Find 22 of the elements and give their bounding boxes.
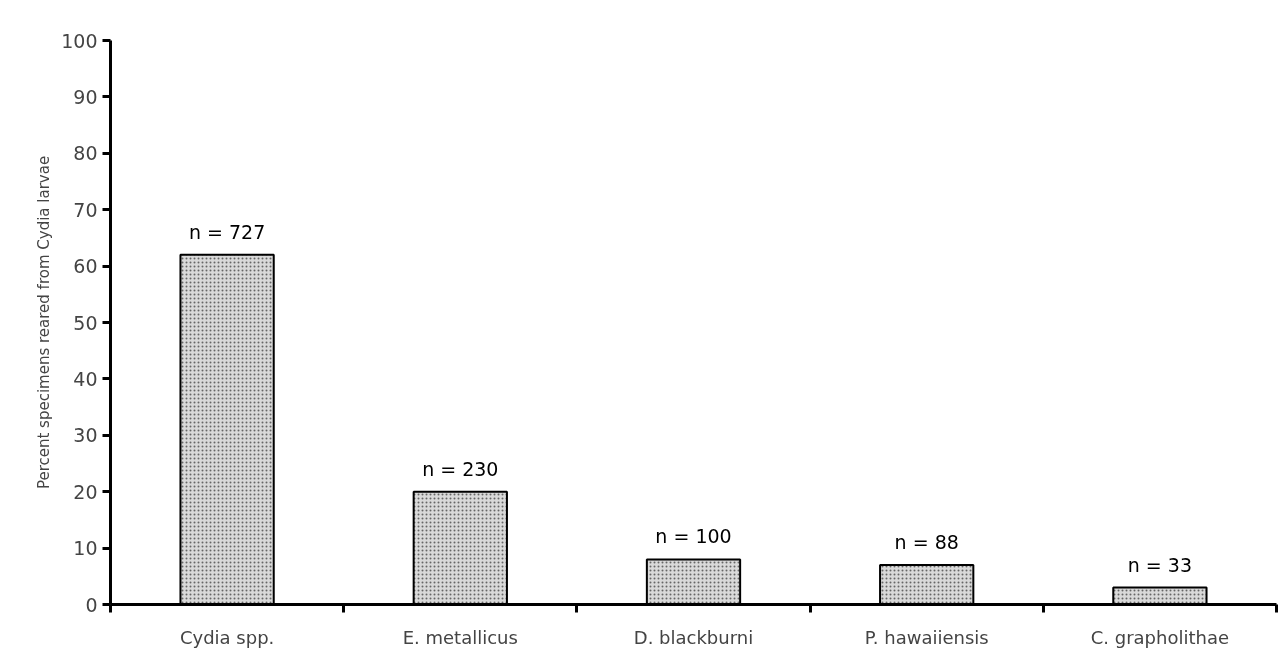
annotation: n = 88	[894, 531, 959, 554]
y-tick-label: 60	[73, 255, 98, 278]
y-tick-label: 40	[73, 367, 98, 390]
y-tick-label: 100	[61, 29, 98, 52]
y-tick-label: 50	[73, 311, 98, 334]
x-tick-label: E. metallicus	[402, 626, 518, 648]
y-tick-label: 30	[73, 424, 98, 447]
y-axis-title: Percent specimens reared from Cydia larvae	[35, 155, 54, 490]
y-tick-label: 70	[73, 198, 98, 221]
x-tick-label: Cydia spp.	[179, 626, 275, 648]
y-tick-label: 20	[73, 480, 98, 503]
x-tick-label: D. blackburni	[633, 626, 754, 648]
x-tick-label: C. grapholithae	[1090, 626, 1230, 648]
annotation: n = 230	[422, 457, 499, 480]
y-tick-label: 0	[85, 593, 98, 616]
x-tick-label: P. hawaiiensis	[864, 626, 989, 648]
y-tick-label: 10	[73, 537, 98, 560]
y-tick-label: 90	[73, 85, 98, 108]
annotation: n = 727	[188, 220, 266, 243]
annotation: n = 100	[655, 525, 732, 548]
annotation: n = 33	[1127, 553, 1193, 576]
y-tick-label: 80	[73, 142, 98, 165]
